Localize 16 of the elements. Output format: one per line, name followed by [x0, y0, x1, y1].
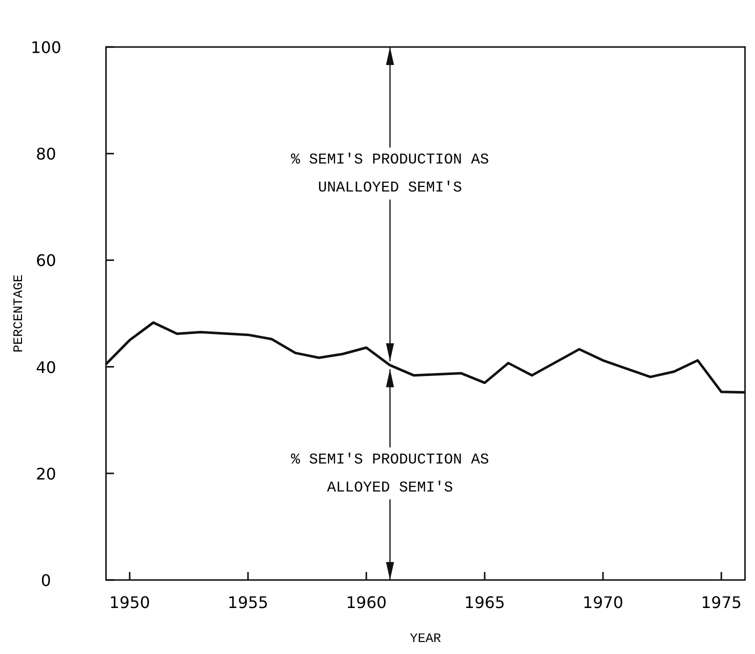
x-tick-label: 1975 — [700, 593, 742, 612]
y-axis-title: PERCENTAGE — [11, 274, 26, 353]
y-tick-label: 0 — [40, 571, 52, 590]
annotation: % SEMI'S PRODUCTION AS UNALLOYED SEMI'S — [290, 152, 490, 197]
y-tick-label: 40 — [36, 358, 56, 377]
x-axis-title: YEAR — [410, 631, 442, 646]
y-tick-label: 60 — [36, 251, 56, 270]
y-tick-label: 20 — [36, 464, 56, 484]
x-tick-label: 1960 — [346, 593, 387, 612]
y-tick-label: 100 — [30, 38, 62, 57]
annotation: % SEMI'S PRODUCTION AS ALLOYED SEMI'S — [290, 451, 490, 496]
x-tick-label: 1950 — [109, 593, 150, 612]
y-tick-label: 80 — [36, 144, 56, 164]
x-tick-label: 1970 — [582, 593, 624, 612]
x-tick-label: 1955 — [228, 593, 268, 612]
x-tick-label: 1965 — [464, 593, 506, 612]
